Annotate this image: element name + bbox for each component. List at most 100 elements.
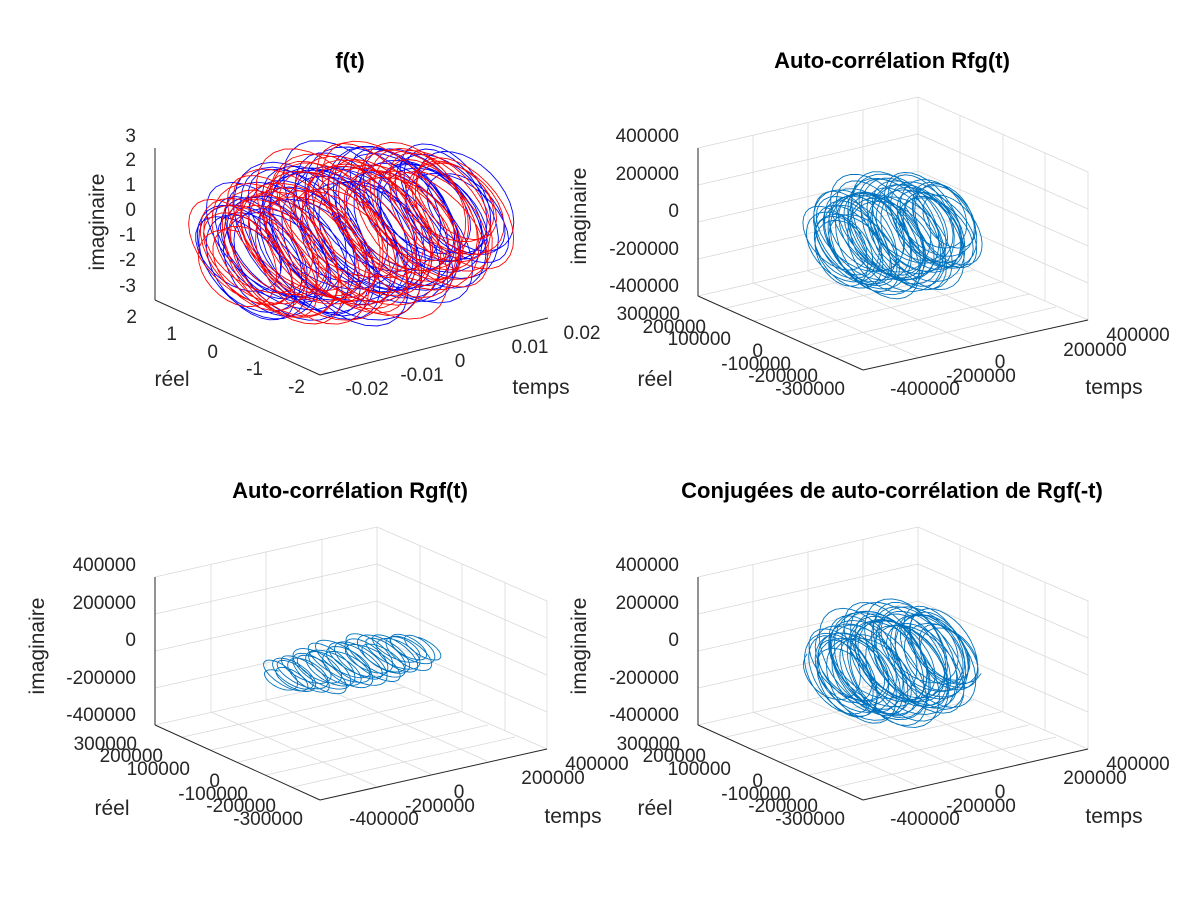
z-axis-label: imaginaire [86,174,109,271]
y-tick-label: 200000 [643,317,706,338]
y-tick-label: 1 [166,324,177,345]
grid [154,526,548,788]
subplot-title: f(t) [335,48,364,73]
x-tick-label: 0 [455,351,466,372]
x-tick-label: -0.02 [345,379,388,400]
x-ticks: -400000 -200000 0 200000 400000 [349,754,629,830]
x-tick-label: 0 [454,782,465,803]
y-axis-line [697,295,864,371]
x-axis-line [862,319,1089,371]
y-tick-label: 2 [126,307,137,328]
x-axis-label: temps [1085,376,1142,399]
z-tick-label: -200000 [609,239,679,260]
series-group [802,171,983,300]
y-tick-label: -200000 [206,796,276,817]
y-axis-line [154,724,321,801]
x-tick-label: 0.02 [564,323,601,344]
series-line [188,140,515,325]
x-tick-label: 400000 [565,754,628,775]
z-tick-label: 3 [125,126,136,147]
y-tick-label: -200000 [748,796,818,817]
y-ticks: 300000 200000 100000 0 -100000 -200000 -… [74,734,303,830]
x-tick-label: -200000 [946,366,1016,387]
z-ticks: 400000 200000 0 -200000 -400000 [609,126,679,297]
series-line [803,598,982,728]
x-ticks: -0.02 -0.01 0 0.01 0.02 [345,323,600,400]
grid-line [265,724,489,776]
y-axis-label: réel [637,368,672,391]
z-tick-label: 400000 [616,555,679,576]
grid [697,526,1089,788]
z-ticks: 400000 200000 0 -200000 -400000 [609,555,679,726]
x-axis-label: temps [1085,805,1142,828]
z-ticks: 3 2 1 0 -1 -2 -3 [119,126,136,297]
x-tick-label: -400000 [349,809,419,830]
z-tick-label: 2 [125,150,136,171]
y-tick-label: 0 [207,342,218,363]
y-tick-label: 300000 [74,734,137,755]
y-tick-label: 300000 [617,304,680,325]
grid-line [182,686,406,738]
x-axis-line [319,748,548,801]
y-tick-label: -100000 [178,784,248,805]
z-tick-label: -2 [119,250,136,271]
x-tick-label: -200000 [946,796,1016,817]
y-tick-label: -2 [288,377,305,398]
x-tick-label: 0 [995,782,1006,803]
series-line [263,633,442,695]
z-tick-label: 0 [668,201,679,222]
grid-line [237,711,461,763]
z-tick-label: 200000 [616,164,679,185]
subplot-f-t: f(t) 3 2 1 0 -1 -2 -3 2 1 0 -1 -2 -0.02 … [86,48,600,400]
y-ticks: 300000 200000 100000 0 -100000 -200000 -… [617,734,845,830]
x-tick-label: 200000 [1063,768,1126,789]
subplot-rfg: Auto-corrélation Rfg(t) [568,48,1170,400]
series-line [802,171,983,300]
z-tick-label: 1 [125,175,136,196]
x-tick-label: 200000 [521,768,584,789]
x-axis-line [319,317,549,376]
series-group [188,140,515,327]
z-tick-label: -400000 [609,705,679,726]
grid-line [725,256,947,309]
x-tick-label: -400000 [890,379,960,400]
x-tick-label: -400000 [890,809,960,830]
x-tick-label: 400000 [1106,325,1169,346]
x-ticks: -400000 -200000 0 200000 400000 [890,325,1170,400]
grid-line [725,686,947,738]
y-ticks: 300000 200000 100000 0 -100000 -200000 -… [617,304,845,400]
y-tick-label: 100000 [668,329,731,350]
y-tick-label: -300000 [233,809,303,830]
x-tick-label: -200000 [405,796,475,817]
y-tick-label: 300000 [617,734,680,755]
z-axis-label: imaginaire [568,168,591,265]
x-axis-line [862,748,1089,801]
x-tick-label: 400000 [1106,754,1169,775]
grid-line [835,306,1057,359]
grid-line [780,281,1002,334]
y-axis-line [697,724,864,801]
x-tick-label: 200000 [1063,340,1126,361]
subplot-title: Conjugées de auto-corrélation de Rgf(-t) [681,478,1103,503]
grid-line [808,293,1030,346]
y-tick-label: -100000 [721,354,791,375]
y-tick-label: 200000 [643,746,706,767]
y-tick-label: 0 [752,771,763,792]
x-axis-label: temps [544,805,601,828]
z-tick-label: 0 [125,200,136,221]
z-tick-label: 0 [125,630,136,651]
y-tick-label: 100000 [668,759,731,780]
y-tick-label: 0 [752,341,763,362]
subplot-rgf: Auto-corrélation Rgf(t) [26,478,629,830]
y-axis-line [154,299,321,376]
x-axis-label: temps [512,376,569,399]
z-axis-label: imaginaire [568,598,591,695]
x-tick-label: -0.01 [400,365,443,386]
grid-line [292,736,516,788]
y-ticks: 2 1 0 -1 -2 [126,307,305,398]
y-tick-label: 100000 [127,759,190,780]
z-tick-label: 400000 [616,126,679,147]
grid-line [210,699,434,751]
y-tick-label: -200000 [748,366,818,387]
